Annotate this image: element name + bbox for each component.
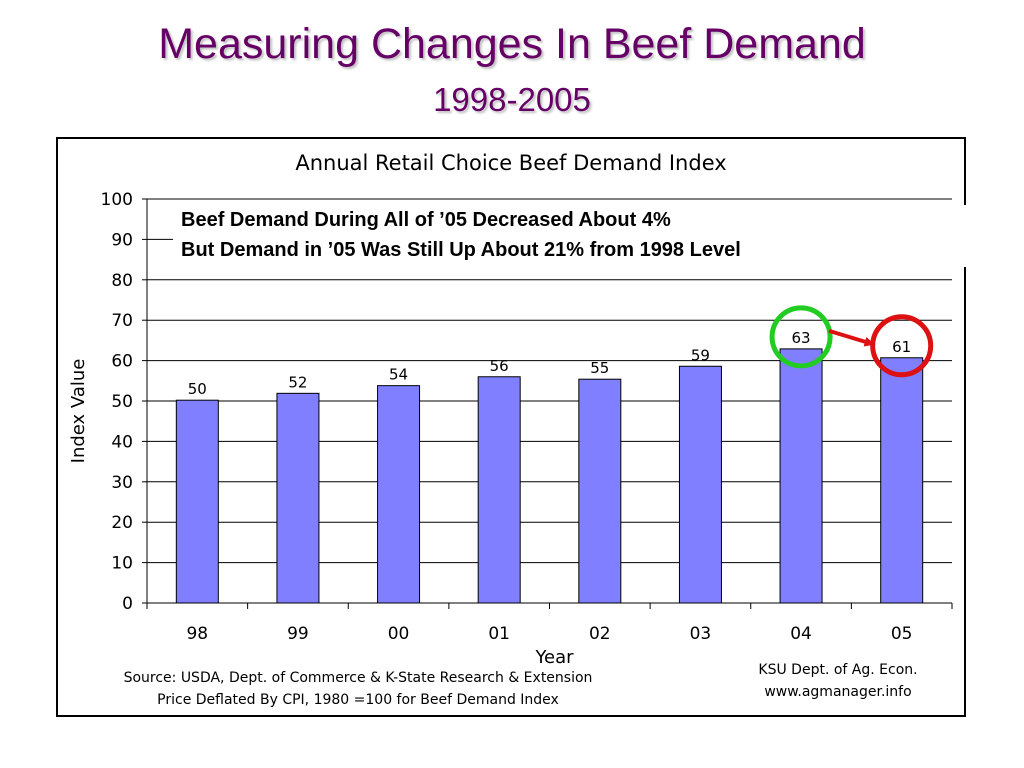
bar-99: [276, 392, 320, 604]
x-tick-label-05: 05: [891, 624, 913, 644]
highlight-arrow: [828, 328, 875, 347]
chart-title: Annual Retail Choice Beef Demand Index: [295, 151, 727, 175]
bar-03: [678, 365, 722, 604]
data-label-00: 54: [389, 366, 408, 384]
annotation-line-1: Beef Demand During All of ’05 Decreased …: [181, 209, 671, 231]
y-tick-label: 20: [111, 513, 133, 533]
y-tick-label: 100: [101, 190, 133, 210]
data-label-99: 52: [288, 373, 307, 391]
y-axis-label: Index Value: [68, 359, 89, 464]
x-tick-label-01: 01: [488, 624, 510, 644]
credit-line-2: www.agmanager.info: [764, 684, 912, 700]
y-tick-label: 10: [111, 554, 133, 574]
y-tick-label: 0: [122, 594, 133, 614]
x-tick-label-02: 02: [589, 624, 611, 644]
annotation-line-2: But Demand in ’05 Was Still Up About 21%…: [181, 239, 741, 261]
data-label-02: 55: [590, 359, 609, 377]
highlight-circle-start: [769, 305, 833, 369]
data-label-04: 63: [792, 329, 811, 347]
y-tick-label: 30: [111, 473, 133, 493]
y-tick-label: 60: [111, 352, 133, 372]
x-tick-label-03: 03: [690, 624, 712, 644]
data-label-98: 50: [188, 380, 207, 398]
data-label-05: 61: [892, 338, 911, 356]
y-tick-label: 90: [111, 230, 133, 250]
y-tick-label: 40: [111, 432, 133, 452]
slide-title: Measuring Changes In Beef Demand: [158, 20, 866, 68]
credit-line-1: KSU Dept. of Ag. Econ.: [758, 662, 918, 678]
x-tick-label-00: 00: [388, 624, 410, 644]
bar-05: [880, 357, 924, 604]
source-line-2: Price Deflated By CPI, 1980 =100 for Bee…: [157, 692, 559, 708]
bar-04: [779, 348, 823, 604]
source-note: Source: USDA, Dept. of Commerce & K-Stat…: [58, 667, 658, 711]
bar-00: [377, 385, 421, 604]
data-label-01: 56: [490, 357, 509, 375]
source-line-1: Source: USDA, Dept. of Commerce & K-Stat…: [123, 670, 593, 686]
x-tick-label-98: 98: [186, 624, 208, 644]
x-axis-label: Year: [534, 647, 574, 668]
chart-frame: Annual Retail Choice Beef Demand Index 0…: [56, 137, 968, 717]
y-tick-label: 50: [111, 392, 133, 412]
credit-note: KSU Dept. of Ag. Econ. www.agmanager.inf…: [718, 659, 958, 703]
bar-01: [477, 376, 521, 604]
annotation-callout: Beef Demand During All of ’05 Decreased …: [173, 205, 968, 267]
y-tick-label: 80: [111, 271, 133, 291]
bar-02: [578, 378, 622, 604]
bar-chart: 0 10 20 30 40 50 60 70 80 90 100 50 98 52 99 54 00 56 01 55…: [68, 190, 953, 668]
x-tick-label-04: 04: [790, 624, 812, 644]
bar-98: [175, 399, 219, 604]
data-label-03: 59: [691, 346, 710, 364]
slide-subtitle: 1998-2005: [433, 81, 591, 118]
y-tick-label: 70: [111, 311, 133, 331]
x-tick-label-99: 99: [287, 624, 309, 644]
